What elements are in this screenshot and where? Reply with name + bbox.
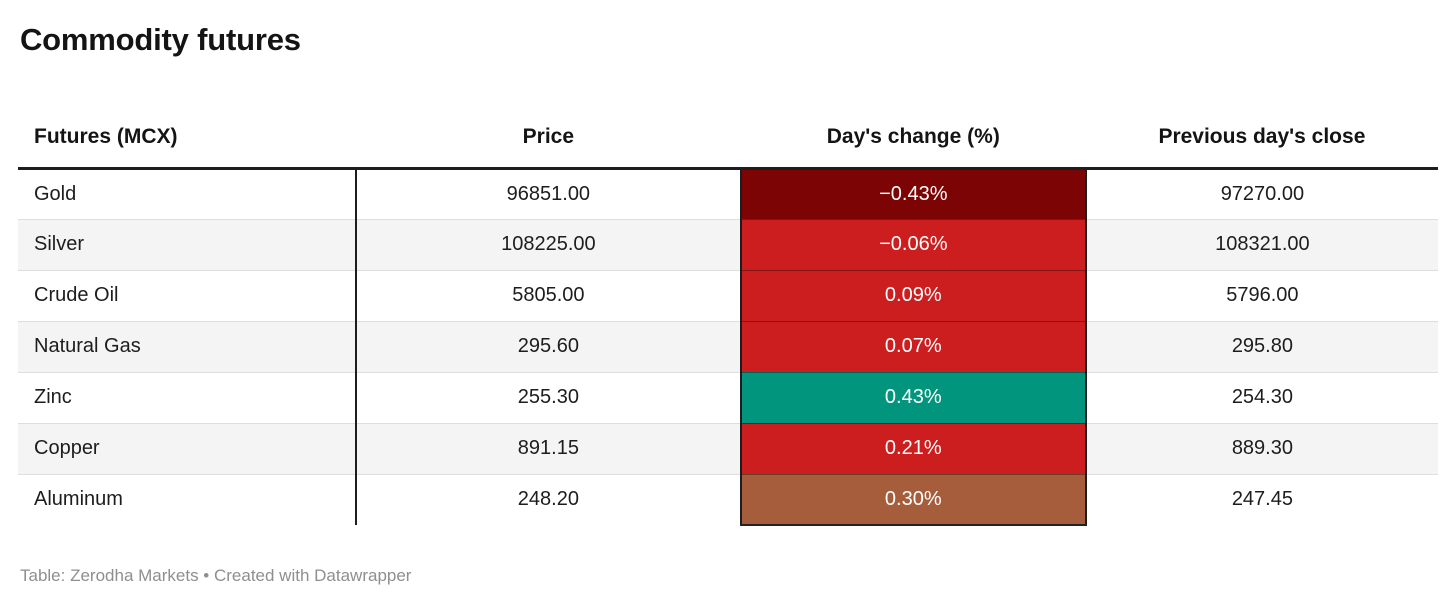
price-cell: 96851.00 bbox=[355, 168, 741, 220]
days-change-cell: 0.30% bbox=[739, 474, 1087, 526]
days-change-cell: 0.07% bbox=[739, 321, 1087, 373]
prev-close-cell: 254.30 bbox=[1085, 372, 1438, 424]
futures-name-cell: Silver bbox=[18, 219, 357, 271]
table-row: Silver 108225.00 −0.06% 108321.00 bbox=[18, 219, 1438, 271]
futures-name-cell: Aluminum bbox=[18, 474, 357, 525]
column-header-prev-close: Previous day's close bbox=[1085, 108, 1438, 170]
futures-name-cell: Copper bbox=[18, 423, 357, 475]
days-change-cell: 0.09% bbox=[739, 270, 1087, 322]
column-header-change: Day's change (%) bbox=[740, 108, 1086, 170]
price-cell: 5805.00 bbox=[355, 270, 741, 322]
prev-close-cell: 108321.00 bbox=[1085, 219, 1438, 271]
page-title: Commodity futures bbox=[20, 22, 301, 57]
futures-name-cell: Natural Gas bbox=[18, 321, 357, 373]
table-header: Futures (MCX) Price Day's change (%) Pre… bbox=[18, 108, 1438, 170]
price-cell: 248.20 bbox=[355, 474, 741, 525]
table-row: Aluminum 248.20 0.30% 247.45 bbox=[18, 474, 1438, 526]
prev-close-cell: 295.80 bbox=[1085, 321, 1438, 373]
days-change-cell: −0.43% bbox=[739, 168, 1087, 220]
prev-close-cell: 5796.00 bbox=[1085, 270, 1438, 322]
attribution-footer: Table: Zerodha Markets • Created with Da… bbox=[20, 566, 412, 585]
prev-close-cell: 247.45 bbox=[1085, 474, 1438, 525]
days-change-cell: 0.21% bbox=[739, 423, 1087, 475]
days-change-cell: −0.06% bbox=[739, 219, 1087, 271]
table-row: Gold 96851.00 −0.43% 97270.00 bbox=[18, 168, 1438, 220]
column-header-price: Price bbox=[355, 108, 741, 170]
price-cell: 295.60 bbox=[355, 321, 741, 373]
column-header-futures: Futures (MCX) bbox=[18, 108, 356, 170]
futures-name-cell: Zinc bbox=[18, 372, 357, 424]
price-cell: 891.15 bbox=[355, 423, 741, 475]
price-cell: 255.30 bbox=[355, 372, 741, 424]
futures-name-cell: Crude Oil bbox=[18, 270, 357, 322]
days-change-cell: 0.43% bbox=[739, 372, 1087, 424]
table-row: Copper 891.15 0.21% 889.30 bbox=[18, 423, 1438, 475]
table-row: Zinc 255.30 0.43% 254.30 bbox=[18, 372, 1438, 424]
table-row: Crude Oil 5805.00 0.09% 5796.00 bbox=[18, 270, 1438, 322]
table-row: Natural Gas 295.60 0.07% 295.80 bbox=[18, 321, 1438, 373]
prev-close-cell: 97270.00 bbox=[1085, 168, 1438, 220]
table-header-row: Futures (MCX) Price Day's change (%) Pre… bbox=[18, 108, 1438, 170]
futures-name-cell: Gold bbox=[18, 168, 357, 220]
prev-close-cell: 889.30 bbox=[1085, 423, 1438, 475]
commodity-futures-table: Futures (MCX) Price Day's change (%) Pre… bbox=[18, 108, 1438, 526]
table-body: Gold 96851.00 −0.43% 97270.00 Silver 108225.0… bbox=[18, 168, 1438, 526]
price-cell: 108225.00 bbox=[355, 219, 741, 271]
